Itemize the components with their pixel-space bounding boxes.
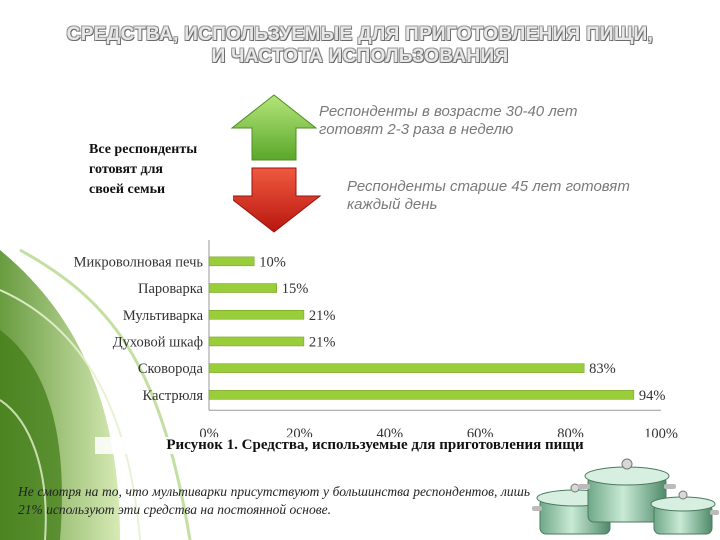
page-title: СРЕДСТВА, ИСПОЛЬЗУЕМЫЕ ДЛЯ ПРИГОТОВЛЕНИЯ… bbox=[40, 24, 680, 68]
figure-caption: Рисунок 1. Средства, используемые для пр… bbox=[95, 437, 655, 454]
bar bbox=[208, 310, 305, 320]
title-line-1: СРЕДСТВА, ИСПОЛЬЗУЕМЫЕ ДЛЯ ПРИГОТОВЛЕНИЯ… bbox=[66, 24, 654, 45]
pot-icon-right bbox=[650, 490, 719, 535]
note-down-line-2: каждый день bbox=[347, 196, 438, 213]
bar bbox=[208, 283, 278, 293]
up-arrow-icon bbox=[230, 94, 318, 161]
conclusion-text: Не смотря на то, что мультиварки присутс… bbox=[18, 484, 530, 517]
all-respondents-line-2: готовят для bbox=[89, 162, 164, 177]
category-label: Пароварка bbox=[138, 281, 204, 297]
down-arrow-icon bbox=[226, 167, 322, 233]
note-down-line-1: Респонденты старше 45 лет готовят bbox=[347, 178, 630, 195]
value-label: 15% bbox=[282, 281, 309, 297]
pot-icon-center bbox=[578, 458, 676, 523]
value-label: 10% bbox=[259, 254, 286, 270]
bar bbox=[208, 256, 255, 267]
note-over-45: Респонденты старше 45 лет готовят каждый… bbox=[347, 178, 647, 214]
value-label: 21% bbox=[309, 308, 336, 324]
bar bbox=[208, 336, 305, 347]
bar bbox=[208, 390, 635, 400]
value-label: 21% bbox=[309, 334, 336, 350]
all-respondents-line-3: своей семьи bbox=[89, 182, 166, 197]
all-respondents-box: Все респонденты готовят для своей семьи bbox=[85, 138, 233, 208]
value-label: 83% bbox=[589, 361, 616, 377]
category-label: Мультиварка bbox=[123, 308, 204, 324]
bar bbox=[208, 363, 585, 373]
note-up-line-1: Респонденты в возрасте 30-40 лет bbox=[319, 103, 578, 120]
category-label: Духовой шкаф bbox=[113, 334, 203, 350]
all-respondents-line-1: Все респонденты bbox=[89, 142, 198, 157]
category-label: Сковорода bbox=[138, 361, 204, 377]
note-30-40: Респонденты в возрасте 30-40 лет готовят… bbox=[319, 103, 619, 139]
note-up-line-2: готовят 2-3 раза в неделю bbox=[319, 121, 514, 138]
category-label: Кастрюля bbox=[143, 388, 204, 404]
pots-illustration bbox=[532, 458, 719, 535]
title-line-2: И ЧАСТОТА ИСПОЛЬЗОВАНИЯ bbox=[211, 46, 509, 67]
value-label: 94% bbox=[639, 388, 666, 404]
category-label: Микроволновая печь bbox=[74, 254, 204, 270]
